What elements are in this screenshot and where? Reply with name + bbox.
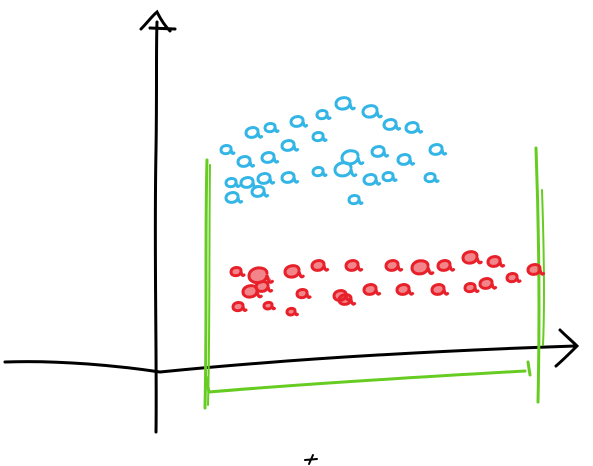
blue-scribble-mark xyxy=(219,144,236,156)
blue-scribble-mark xyxy=(289,115,309,128)
red-scribble-mark xyxy=(478,277,498,290)
blue-scribble-mark xyxy=(423,172,440,184)
blue-scribble-mark xyxy=(347,194,364,206)
blue-scribble-mark xyxy=(333,161,358,178)
red-scribble-mark xyxy=(526,263,546,276)
red-scribble-mark xyxy=(254,280,274,293)
red-scribble-mark xyxy=(285,306,299,317)
blue-scribble-mark xyxy=(244,126,264,139)
blue-scribble-mark xyxy=(370,145,390,158)
red-scribble-mark xyxy=(262,300,276,311)
blue-scribble-mark xyxy=(381,171,398,183)
red-scribble-mark xyxy=(463,282,480,294)
red-scribble-mark xyxy=(229,266,246,278)
blue-scribble-mark xyxy=(256,172,276,185)
red-scribble-mark xyxy=(384,259,404,272)
blue-scribble-mark xyxy=(224,177,241,189)
blue-scribble-mark xyxy=(311,131,328,143)
blue-scribble-mark xyxy=(396,153,416,166)
x-axis-arrowhead xyxy=(554,328,580,368)
blue-scribble-mark xyxy=(260,151,280,164)
blue-scribble-mark xyxy=(280,139,300,152)
y-axis-arrowhead xyxy=(139,9,177,33)
blue-scribble-mark xyxy=(250,185,270,198)
blue-scribble-mark xyxy=(361,104,383,119)
blue-scribble-mark xyxy=(334,96,356,111)
red-lower-cluster xyxy=(229,250,546,317)
right-boundary-line-overstroke xyxy=(541,189,546,346)
left-boundary-line xyxy=(203,158,209,410)
blue-scribble-mark xyxy=(263,122,280,134)
y-axis xyxy=(153,20,159,434)
axes xyxy=(3,9,580,465)
red-scribble-mark xyxy=(231,301,248,313)
tick-mark-bottom xyxy=(304,454,318,465)
red-scribble-mark xyxy=(486,255,506,268)
blue-scribble-mark xyxy=(311,166,328,178)
blue-scribble-mark xyxy=(382,118,402,131)
red-scribble-mark xyxy=(410,259,435,276)
blue-scribble-mark xyxy=(428,143,448,156)
bottom-bracket-line xyxy=(204,360,532,394)
red-scribble-mark xyxy=(362,283,382,296)
blue-scribble-mark xyxy=(280,171,300,184)
blue-scribble-mark xyxy=(224,191,244,204)
red-scribble-mark xyxy=(344,259,364,272)
red-scribble-mark xyxy=(430,283,450,296)
red-scribble-mark xyxy=(337,293,357,306)
red-scribble-mark xyxy=(395,283,415,296)
blue-scribble-mark xyxy=(362,173,382,186)
blue-scribble-mark xyxy=(315,109,332,121)
red-scribble-mark xyxy=(505,272,522,284)
red-scribble-mark xyxy=(436,259,456,272)
left-boundary-line-overstroke xyxy=(207,164,211,406)
red-scribble-mark xyxy=(295,288,312,300)
blue-scribble-mark xyxy=(236,155,256,168)
blue-scribble-mark xyxy=(404,121,424,134)
x-axis xyxy=(3,344,577,374)
blue-scribble-mark xyxy=(239,176,259,189)
blue-upper-cluster xyxy=(219,96,448,206)
red-scribble-mark xyxy=(283,264,305,279)
red-scribble-mark xyxy=(461,250,483,265)
red-scribble-mark xyxy=(310,259,330,272)
